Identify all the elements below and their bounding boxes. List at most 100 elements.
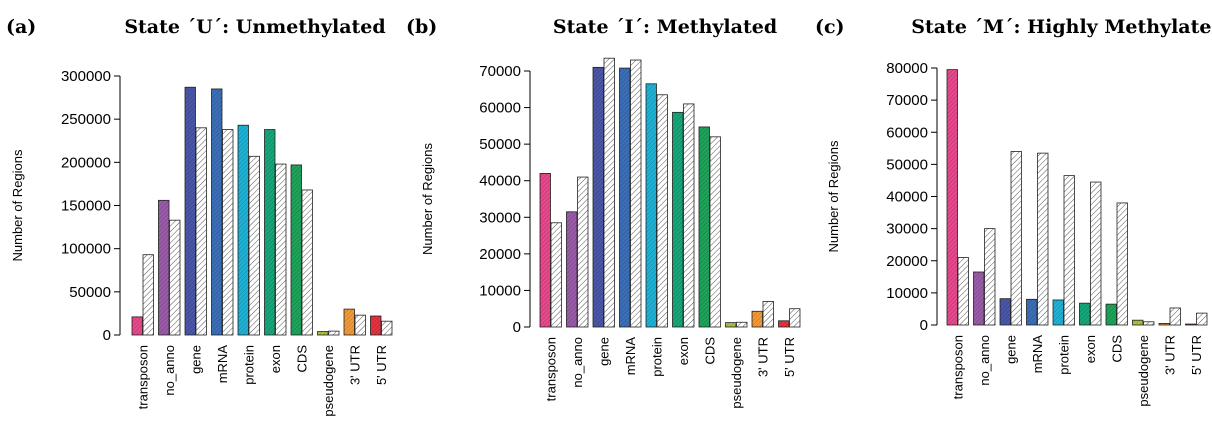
chart-panel-3: (c) State ´M´: Highly Methylated 0 10000 200… [815, 16, 1212, 407]
y-tick-label: 250000 [61, 111, 111, 128]
y-tick-label: 50000 [479, 136, 521, 153]
panel-label: (b) [406, 16, 437, 38]
bar-gene-series-2 [195, 127, 207, 336]
x-category-label: exon [676, 337, 691, 365]
bar-hatch-overlay [1159, 323, 1170, 325]
x-category-label: mRNA [623, 337, 638, 376]
bar-hatch-overlay [619, 68, 630, 328]
x-category-label: exon [268, 345, 283, 373]
x-category-label: 5' UTR [782, 337, 797, 377]
x-category-label: no_anno [977, 335, 992, 386]
x-category-label: protein [1057, 335, 1072, 375]
y-tick-label: 80000 [886, 60, 928, 77]
y-tick-label: 10000 [886, 285, 928, 302]
x-category-label: no_anno [570, 337, 585, 388]
bar-pseudogene-series-2 [1143, 321, 1155, 326]
bar-exon-series-2 [275, 163, 287, 336]
y-tick-label: 30000 [886, 221, 928, 238]
bar-5-utr-series-2 [789, 308, 801, 328]
bar-no-anno-series-2 [169, 219, 181, 336]
y-tick-label: 70000 [886, 92, 928, 109]
bar-hatch-overlay [725, 322, 736, 327]
bar-cds-series-2 [301, 189, 313, 336]
x-category-label: pseudogene [321, 345, 336, 417]
bar-cds-series-2 [1116, 202, 1128, 326]
y-tick-label: 200000 [61, 154, 111, 171]
bar-hatch-overlay [566, 211, 577, 327]
bar-exon-series-2 [1090, 181, 1102, 326]
x-category-label: 3' UTR [756, 337, 771, 377]
bar-protein-series-2 [1063, 175, 1075, 326]
bar-hatch-overlay [264, 129, 275, 335]
bar-hatch-overlay [291, 164, 302, 335]
bar-hatch-overlay [1106, 304, 1117, 325]
bar-3-utr-series-2 [354, 314, 366, 336]
bar-hatch-overlay [540, 173, 551, 327]
x-category-label: gene [1004, 335, 1019, 364]
x-category-label: protein [650, 337, 665, 377]
bar-transposon-series-2 [142, 254, 154, 336]
y-tick-label: 0 [103, 327, 111, 344]
y-tick-label: 40000 [479, 173, 521, 190]
x-category-label: CDS [295, 345, 310, 373]
bar-exon-series-2 [683, 103, 695, 328]
panel-label: (c) [815, 16, 845, 38]
bar-hatch-overlay [132, 316, 143, 335]
y-tick-label: 20000 [886, 253, 928, 270]
bar-pseudogene-series-2 [328, 330, 340, 336]
x-category-label: 3' UTR [1163, 335, 1178, 375]
bar-no-anno-series-2 [984, 228, 996, 326]
y-tick-label: 40000 [886, 189, 928, 206]
bar-hatch-overlay [699, 126, 710, 327]
x-category-label: no_anno [162, 345, 177, 396]
y-tick-label: 60000 [886, 124, 928, 141]
bar-hatch-overlay [1132, 320, 1143, 325]
y-axis-label: Number of Regions [10, 149, 25, 261]
bar-hatch-overlay [211, 88, 222, 335]
x-category-label: exon [1083, 335, 1098, 363]
chart-panel-1: (a) State ´U´: Unmethylated 0 50000 100000 15… [6, 16, 393, 417]
y-tick-label: 10000 [479, 282, 521, 299]
x-category-label: mRNA [1030, 335, 1045, 374]
x-category-label: mRNA [215, 345, 230, 384]
y-tick-label: 100000 [61, 241, 111, 258]
bar-protein-series-2 [248, 155, 260, 336]
bar-mrna-series-2 [1037, 152, 1049, 326]
bar-hatch-overlay [947, 69, 958, 325]
y-tick-label: 70000 [479, 63, 521, 80]
panel-label: (a) [6, 16, 36, 38]
y-axis-label: Number of Regions [420, 143, 435, 255]
bar-hatch-overlay [1000, 298, 1011, 325]
x-category-label: 5' UTR [374, 345, 389, 385]
bar-hatch-overlay [1185, 324, 1196, 325]
x-category-label: pseudogene [729, 337, 744, 409]
bar-3-utr-series-2 [1169, 307, 1181, 326]
x-category-label: gene [597, 337, 612, 366]
bar-hatch-overlay [593, 67, 604, 327]
x-category-label: CDS [1110, 335, 1125, 363]
bar-mrna-series-2 [630, 59, 642, 328]
bar-hatch-overlay [752, 311, 763, 327]
y-tick-label: 0 [513, 319, 521, 336]
bar-hatch-overlay [158, 200, 169, 335]
x-category-label: CDS [703, 337, 718, 365]
bar-hatch-overlay [317, 331, 328, 335]
bar-mrna-series-2 [222, 129, 234, 336]
x-category-label: transposon [951, 335, 966, 399]
bar-hatch-overlay [238, 125, 249, 336]
bar-gene-series-2 [1010, 151, 1022, 326]
bar-protein-series-2 [656, 94, 668, 328]
x-category-label: protein [242, 345, 257, 385]
chart-panel-2: (b) State ´I´: Methylated 0 10000 20000 30000… [406, 16, 801, 409]
bar-hatch-overlay [1079, 303, 1090, 325]
bar-hatch-overlay [1026, 299, 1037, 325]
bar-hatch-overlay [672, 112, 683, 327]
bar-hatch-overlay [185, 87, 196, 336]
bar-cds-series-2 [709, 136, 721, 328]
x-category-label: 5' UTR [1189, 335, 1204, 375]
bar-5-utr-series-2 [381, 320, 393, 336]
y-tick-label: 0 [920, 317, 928, 334]
y-axis-label: Number of Regions [826, 140, 841, 252]
y-tick-label: 50000 [886, 156, 928, 173]
bar-hatch-overlay [370, 316, 381, 335]
